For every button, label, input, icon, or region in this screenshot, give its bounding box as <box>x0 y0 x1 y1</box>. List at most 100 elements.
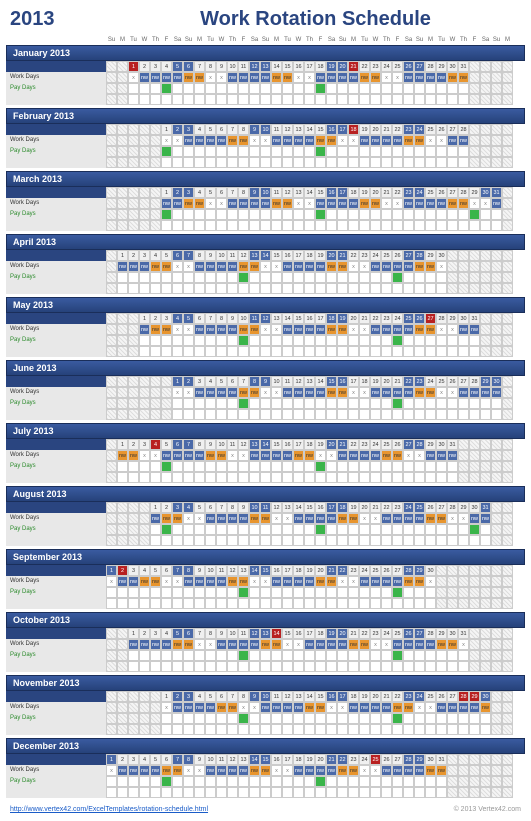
blank-cell <box>271 157 282 168</box>
pay-cell <box>271 272 282 283</box>
blank-cell <box>436 724 447 735</box>
blank-cell <box>293 661 304 672</box>
pay-cell <box>337 524 348 535</box>
blank-cell <box>337 661 348 672</box>
blank-cell <box>227 157 238 168</box>
work-cell <box>139 198 150 209</box>
date-cell: 2 <box>172 124 183 135</box>
pay-cell <box>106 650 117 661</box>
blank-cell <box>304 220 315 231</box>
pay-cell <box>249 335 260 346</box>
date-cell: 25 <box>425 187 436 198</box>
work-cell: nw <box>414 576 425 587</box>
pay-cell <box>326 398 337 409</box>
pay-cell <box>161 524 172 535</box>
blank-cell <box>139 787 150 798</box>
work-cell <box>502 450 513 461</box>
pay-cell <box>469 209 480 220</box>
blank-cell <box>414 661 425 672</box>
date-cell: 2 <box>128 250 139 261</box>
pay-label: Pay Days <box>6 398 106 409</box>
blank-cell <box>139 535 150 546</box>
work-cell: nw <box>370 135 381 146</box>
pay-cell <box>106 83 117 94</box>
blank-cell <box>403 409 414 420</box>
blank-cell <box>128 346 139 357</box>
work-cell: nw <box>216 450 227 461</box>
pay-cell <box>172 335 183 346</box>
work-cell: nw <box>161 324 172 335</box>
blank-cell <box>359 346 370 357</box>
blank-cell <box>359 787 370 798</box>
work-cell <box>480 576 491 587</box>
month-block: December 2013123456789101112131415161718… <box>6 738 525 798</box>
work-cell: nw <box>238 198 249 209</box>
pay-cell <box>106 524 117 535</box>
work-cell <box>491 135 502 146</box>
blank-cell <box>216 220 227 231</box>
pay-cell <box>403 713 414 724</box>
source-link[interactable]: http://www.vertex42.com/ExcelTemplates/r… <box>10 806 208 813</box>
dow-label: M <box>348 37 359 43</box>
blank-cell <box>205 787 216 798</box>
blank-cell <box>194 157 205 168</box>
date-cell: 16 <box>326 691 337 702</box>
pay-cell <box>348 398 359 409</box>
pay-cell <box>249 461 260 472</box>
blank-cell <box>249 94 260 105</box>
date-cell: 24 <box>414 124 425 135</box>
blank-cell <box>216 157 227 168</box>
blank-cell <box>183 535 194 546</box>
date-cell: 2 <box>117 754 128 765</box>
date-cell <box>480 124 491 135</box>
work-cell: x <box>436 324 447 335</box>
date-cell <box>106 250 117 261</box>
date-cell <box>106 691 117 702</box>
blank-cell <box>106 346 117 357</box>
blank-cell <box>491 283 502 294</box>
date-cell: 6 <box>172 439 183 450</box>
work-row: Work Daysnwnwnwnwxxnwnwnwnwnwnwxxnwnwnwn… <box>6 198 525 209</box>
pay-cell <box>370 650 381 661</box>
work-cell: nw <box>249 261 260 272</box>
blank-cell <box>469 157 480 168</box>
date-cell: 7 <box>194 628 205 639</box>
date-cell: 30 <box>425 565 436 576</box>
work-cell: nw <box>403 261 414 272</box>
blank-cell <box>172 787 183 798</box>
pay-cell <box>293 524 304 535</box>
date-cell: 10 <box>216 439 227 450</box>
work-cell: nw <box>480 702 491 713</box>
work-cell: nw <box>381 702 392 713</box>
blank-cell <box>238 220 249 231</box>
pay-cell <box>359 776 370 787</box>
blank-cell <box>117 157 128 168</box>
pay-cell <box>403 398 414 409</box>
pay-cell <box>502 83 513 94</box>
date-cell: 31 <box>447 439 458 450</box>
blank-cell <box>414 787 425 798</box>
date-cell: 22 <box>392 691 403 702</box>
pay-cell <box>447 776 458 787</box>
date-row: 1234567891011121314151617181920212223242… <box>6 439 525 450</box>
blank-cell <box>194 220 205 231</box>
date-cell <box>502 502 513 513</box>
pay-cell <box>425 461 436 472</box>
pay-cell <box>238 713 249 724</box>
pay-cell <box>392 587 403 598</box>
pay-cell <box>326 524 337 535</box>
pay-cell <box>106 713 117 724</box>
pay-cell <box>436 524 447 535</box>
pay-cell <box>502 587 513 598</box>
work-cell: nw <box>194 261 205 272</box>
pay-cell <box>139 461 150 472</box>
blank-cell <box>425 346 436 357</box>
work-cell <box>491 639 502 650</box>
pay-cell <box>304 335 315 346</box>
date-cell <box>447 754 458 765</box>
blank-cell <box>271 661 282 672</box>
date-cell: 5 <box>161 250 172 261</box>
blank-cell <box>436 472 447 483</box>
blank-cell <box>172 724 183 735</box>
work-label: Work Days <box>6 513 106 524</box>
